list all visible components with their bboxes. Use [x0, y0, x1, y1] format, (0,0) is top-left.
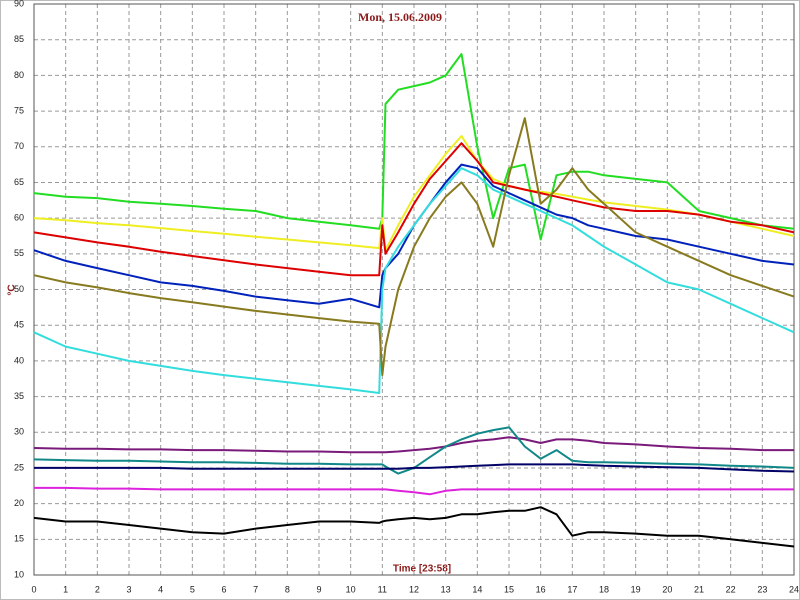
series-line — [33, 436, 794, 454]
y-tick-label: 40 — [14, 355, 24, 365]
x-tick-label: 11 — [378, 584, 387, 594]
x-tick-label: 12 — [409, 584, 419, 594]
x-tick-label: 22 — [726, 584, 736, 594]
y-tick-label: 80 — [14, 70, 24, 80]
y-tick-label: 10 — [14, 569, 24, 579]
x-tick-label: 16 — [536, 584, 546, 594]
y-tick-label: 85 — [14, 34, 24, 44]
x-tick-label: 3 — [126, 584, 131, 594]
chart-title: Mon, 15.06.2009 — [358, 10, 442, 24]
x-tick-label: 0 — [31, 584, 36, 594]
x-tick-label: 8 — [285, 584, 290, 594]
x-tick-label: 6 — [221, 584, 226, 594]
series-line — [33, 506, 795, 548]
x-tick-label: 9 — [316, 584, 321, 594]
x-tick-label: 21 — [694, 584, 704, 594]
y-axis-label: °C — [7, 284, 18, 295]
x-tick-label: 24 — [789, 584, 799, 594]
x-tick-label: 17 — [567, 584, 577, 594]
y-tick-label: 25 — [14, 462, 24, 472]
y-tick-label: 65 — [14, 177, 24, 187]
y-tick-label: 50 — [14, 284, 24, 294]
plot-area — [33, 3, 795, 576]
x-tick-label: 2 — [95, 584, 100, 594]
y-tick-label: 20 — [14, 498, 24, 508]
y-tick-label: 15 — [14, 534, 24, 544]
series-line — [33, 117, 795, 377]
x-tick-label: 19 — [631, 584, 641, 594]
x-tick-label: 7 — [253, 584, 258, 594]
y-tick-label: 35 — [14, 391, 24, 401]
y-tick-label: 75 — [14, 105, 24, 115]
y-tick-label: 30 — [14, 427, 24, 437]
x-axis-label: Time [23:58] — [393, 564, 451, 575]
x-tick-label: 20 — [662, 584, 672, 594]
y-tick-label: 70 — [14, 141, 24, 151]
x-tick-label: 1 — [63, 584, 68, 594]
x-tick-label: 14 — [472, 584, 482, 594]
x-tick-label: 10 — [346, 584, 356, 594]
series-line — [33, 163, 795, 309]
x-tick-label: 5 — [190, 584, 195, 594]
y-tick-label: 45 — [14, 320, 24, 330]
series-line — [34, 486, 794, 496]
x-tick-label: 15 — [504, 584, 514, 594]
x-tick-label: 4 — [158, 584, 163, 594]
series-line — [33, 135, 795, 252]
series-line — [33, 53, 795, 241]
x-tick-label: 23 — [757, 584, 767, 594]
x-tick-label: 13 — [441, 584, 451, 594]
y-tick-label: 55 — [14, 248, 24, 258]
x-tick-label: 18 — [599, 584, 609, 594]
y-tick-label: 90 — [14, 0, 24, 8]
series-line — [33, 142, 795, 277]
series-line — [33, 167, 795, 394]
y-tick-label: 60 — [14, 213, 24, 223]
series-line — [33, 426, 795, 475]
series-line — [34, 463, 795, 473]
